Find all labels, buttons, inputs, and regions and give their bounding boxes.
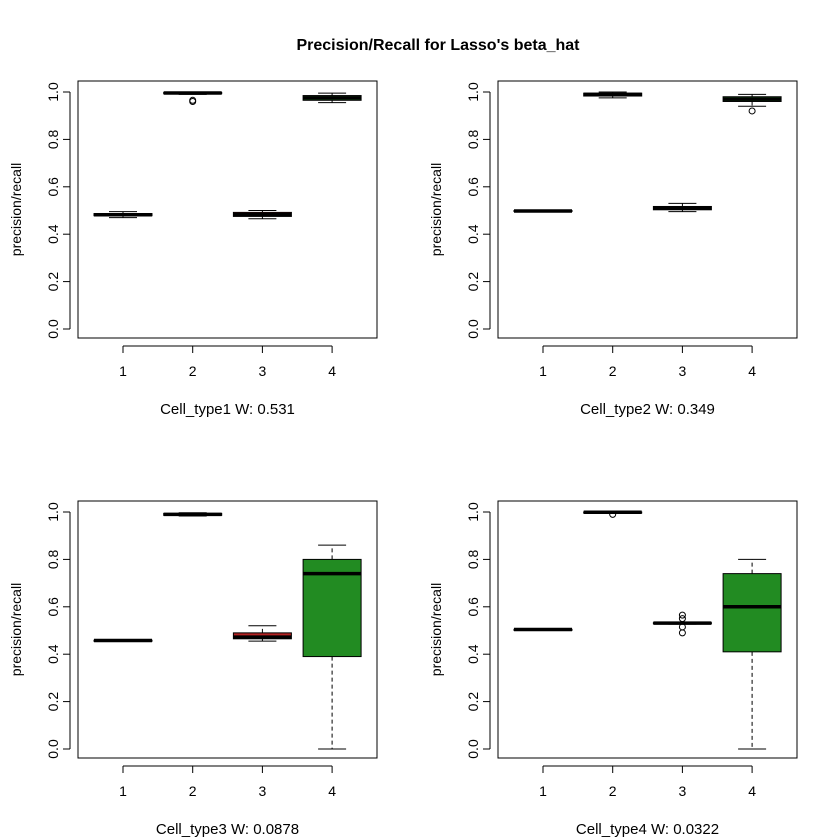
panel-2: 0.0 0.2 0.4 0.6 0.8 1.0 1 2 3 4 precision/recall Ce… [428, 80, 798, 418]
y-tick-label: 1.0 [45, 82, 61, 102]
y-tick-label: 0.4 [45, 224, 61, 244]
y-tick-label: 0.6 [465, 177, 481, 197]
x-tick-label: 2 [609, 783, 617, 799]
plot-frame [497, 500, 798, 759]
y-tick-label: 0.2 [465, 272, 481, 292]
x-tick-label: 3 [679, 363, 687, 379]
box-1 [513, 627, 573, 632]
y-tick-label: 0.8 [45, 129, 61, 149]
outlier-point [609, 510, 617, 518]
x-tick-label: 4 [328, 363, 336, 379]
y-tick-label: 0.8 [45, 549, 61, 569]
x-tick-label: 3 [679, 783, 687, 799]
y-tick-label: 0.8 [465, 549, 481, 569]
y-tick-label: 0.8 [465, 129, 481, 149]
box-2 [583, 510, 643, 518]
outlier-point [678, 623, 686, 631]
y-tick-label: 0.0 [45, 319, 61, 339]
y-tick-label: 0.0 [45, 739, 61, 759]
box-1 [513, 209, 573, 213]
y-tick-label: 0.0 [465, 319, 481, 339]
y-tick-label: 0.2 [45, 272, 61, 292]
x-tick-label: 1 [539, 363, 547, 379]
panels: 0.0 0.2 0.4 0.6 0.8 1.0 1 2 3 4 precision/recall Ce… [8, 80, 798, 838]
y-tick-label: 0.4 [45, 644, 61, 664]
box-3 [232, 625, 292, 642]
box-iqr [722, 573, 782, 653]
outlier-point [678, 615, 686, 623]
outlier-point [748, 107, 756, 115]
plot-frame [77, 80, 378, 339]
box-2 [163, 512, 223, 517]
x-tick-label: 4 [748, 363, 756, 379]
y-axis-label: precision/recall [8, 163, 24, 256]
panel-1: 0.0 0.2 0.4 0.6 0.8 1.0 1 2 3 4 precision/recall Ce… [8, 80, 378, 418]
box-4 [302, 544, 362, 750]
x-tick-label: 2 [609, 363, 617, 379]
x-tick-label: 4 [748, 783, 756, 799]
x-axis-label: Cell_type4 W: 0.0322 [576, 821, 719, 838]
y-tick-label: 1.0 [45, 502, 61, 522]
y-axis-label: precision/recall [428, 583, 444, 676]
x-tick-label: 2 [189, 363, 197, 379]
outlier-point [678, 629, 686, 637]
y-tick-label: 0.6 [465, 597, 481, 617]
box-4 [722, 93, 782, 115]
y-axis-label: precision/recall [8, 583, 24, 676]
box-2 [163, 91, 223, 105]
x-tick-label: 2 [189, 783, 197, 799]
y-tick-label: 1.0 [465, 502, 481, 522]
outlier-point [189, 96, 197, 104]
x-axis-label: Cell_type1 W: 0.531 [160, 401, 295, 418]
y-tick-label: 0.0 [465, 739, 481, 759]
x-axis-label: Cell_type2 W: 0.349 [580, 401, 715, 418]
box-1 [93, 211, 153, 219]
outlier-point [678, 611, 686, 619]
panel-3: 0.0 0.2 0.4 0.6 0.8 1.0 1 2 3 4 precision/recall Ce… [8, 500, 378, 838]
y-tick-label: 1.0 [465, 82, 481, 102]
y-tick-label: 0.6 [45, 597, 61, 617]
box-1 [93, 638, 153, 643]
box-2 [583, 91, 643, 99]
box-4 [722, 558, 782, 750]
plot-frame [497, 80, 798, 339]
y-axis-label: precision/recall [428, 163, 444, 256]
box-3 [652, 611, 712, 637]
chart-title: Precision/Recall for Lasso's beta_hat [296, 37, 580, 54]
x-axis-label: Cell_type3 W: 0.0878 [156, 821, 299, 838]
x-tick-label: 4 [328, 783, 336, 799]
box-3 [232, 210, 292, 220]
y-tick-label: 0.4 [465, 224, 481, 244]
x-tick-label: 1 [119, 363, 127, 379]
y-tick-label: 0.2 [45, 692, 61, 712]
x-tick-label: 1 [119, 783, 127, 799]
x-tick-label: 3 [259, 783, 267, 799]
panel-4: 0.0 0.2 0.4 0.6 0.8 1.0 1 2 3 4 precision/recall Ce… [428, 500, 798, 838]
plot-frame [77, 500, 378, 759]
x-tick-label: 1 [539, 783, 547, 799]
y-tick-label: 0.2 [465, 692, 481, 712]
x-tick-label: 3 [259, 363, 267, 379]
box-iqr [302, 558, 362, 658]
y-tick-label: 0.4 [465, 644, 481, 664]
y-tick-label: 0.6 [45, 177, 61, 197]
box-3 [652, 202, 712, 213]
box-4 [302, 92, 362, 104]
